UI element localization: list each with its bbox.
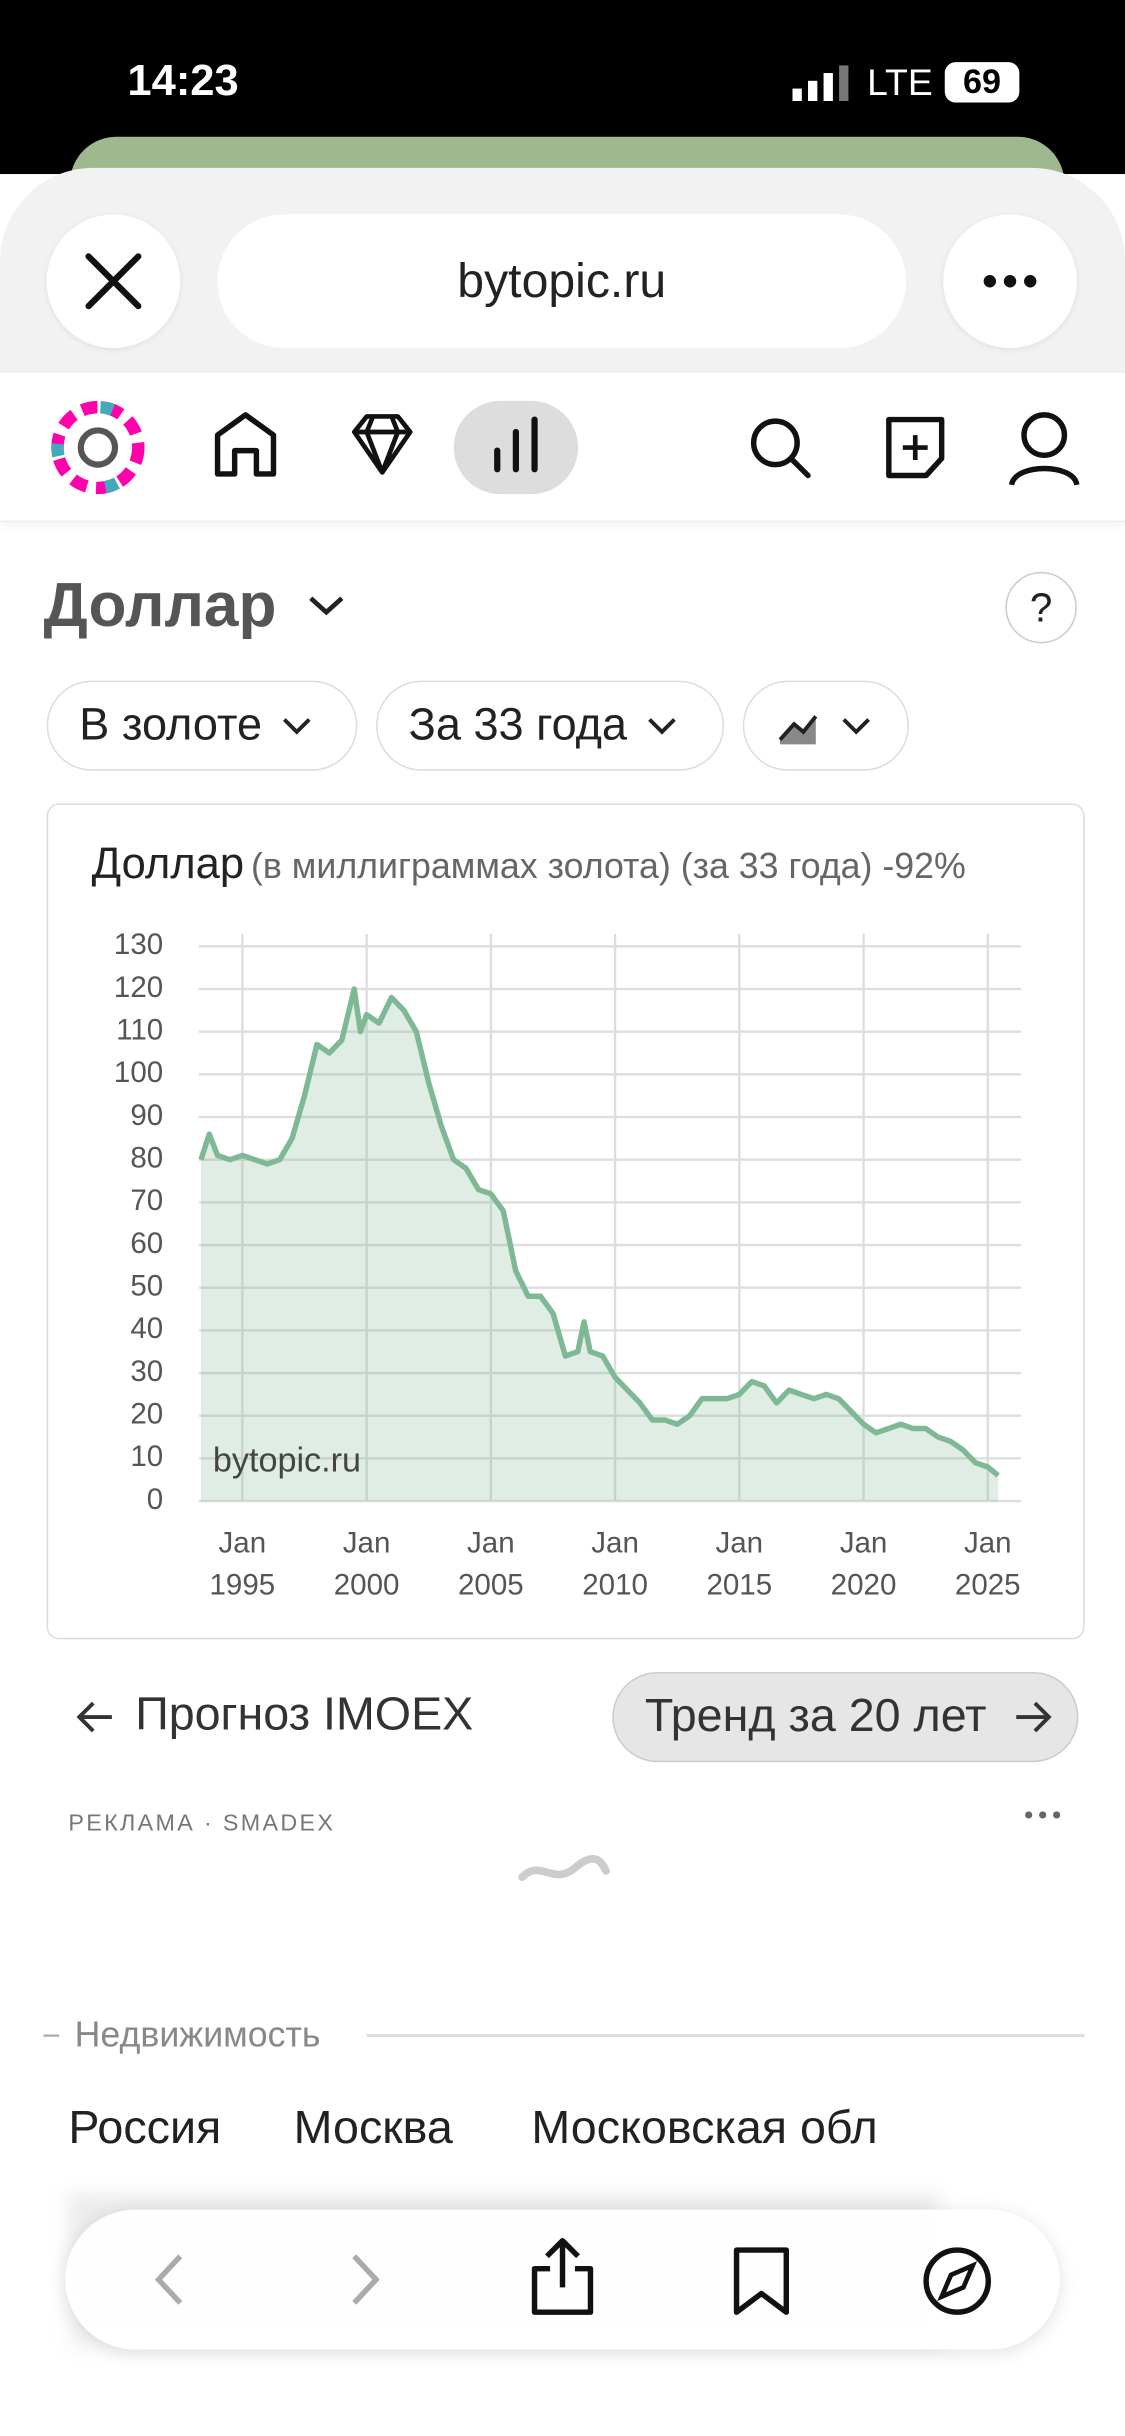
page-heading[interactable]: Доллар (43, 571, 277, 641)
close-button[interactable] (46, 214, 181, 349)
profile-icon[interactable] (1021, 412, 1068, 459)
url-bar[interactable]: bytopic.ru (217, 214, 906, 349)
battery: 69 (944, 62, 1020, 103)
nav-icons (51, 400, 1080, 495)
chart: 0 10 20 30 40 50 60 70 80 90 100 110 120 130 bytopic.r… (114, 928, 1021, 1516)
ad-label: РЕКЛАМА · SMADEX (68, 1810, 336, 1837)
bookmarks-button[interactable] (733, 2247, 789, 2315)
filter-label: В золоте (79, 700, 263, 750)
prev-arrow (76, 1701, 112, 1733)
y-tick-label: 100 (114, 1056, 163, 1089)
y-tick-label: 0 (147, 1483, 163, 1516)
search-icon[interactable] (750, 418, 800, 468)
section-rules (43, 2034, 1085, 2038)
signal-icon (792, 65, 849, 102)
share-button[interactable] (531, 2238, 594, 2315)
browser-header: bytopic.ru (0, 167, 1125, 373)
y-tick-label: 90 (130, 1099, 163, 1132)
x-tick-label: Jan 2010 (582, 1527, 648, 1603)
chart-title: Доллар (91, 839, 245, 888)
x-tick-label: Jan 2020 (830, 1527, 897, 1603)
site-nav (0, 372, 1125, 523)
section-link[interactable]: Москва (293, 2102, 453, 2154)
safari-button[interactable] (923, 2247, 991, 2315)
back-button[interactable] (154, 2254, 183, 2305)
ad-loader (518, 1855, 610, 1881)
y-tick-label: 40 (130, 1312, 163, 1345)
logo[interactable] (51, 400, 145, 495)
y-tick-label: 20 (130, 1398, 163, 1431)
chart-style-pill[interactable] (742, 680, 910, 771)
section-title: Недвижимость (74, 2013, 321, 2055)
section-link[interactable]: Московская обл (531, 2102, 878, 2154)
x-tick-label: Jan 1995 (209, 1527, 276, 1603)
section-link[interactable]: Россия (68, 2102, 222, 2154)
x-tick-label: Jan 2000 (333, 1527, 400, 1603)
y-tick-label: 80 (130, 1141, 163, 1174)
y-tick-label: 110 (116, 1013, 163, 1046)
watermark: bytopic.ru (213, 1441, 361, 1479)
prev-link[interactable]: Прогноз IMOEX (135, 1689, 474, 1741)
add-icon[interactable] (886, 416, 945, 479)
chart-card: Доллар (в миллиграммах золота) (за 33 го… (46, 803, 1085, 1640)
next-button[interactable]: Тренд за 20 лет (612, 1671, 1079, 1763)
time: 14:23 (127, 55, 239, 105)
help-button[interactable]: ? (1005, 571, 1077, 644)
y-tick-label: 120 (114, 971, 163, 1004)
y-tick-label: 130 (114, 928, 163, 961)
forward-button[interactable] (352, 2254, 380, 2305)
y-tick-label: 70 (130, 1184, 163, 1217)
area-line (198, 986, 1000, 1478)
x-tick-label: Jan 2015 (706, 1527, 773, 1603)
ad-menu[interactable] (1019, 1803, 1066, 1828)
filter-pill[interactable]: За 33 года (376, 680, 725, 771)
x-tick-label: Jan 2025 (954, 1527, 1021, 1603)
bottom-toolbar (65, 2209, 1060, 2350)
diamond-icon[interactable] (351, 414, 413, 475)
x-tick-label: Jan 2005 (457, 1527, 524, 1603)
filter-label: За 33 года (408, 700, 627, 750)
next-link: Тренд за 20 лет (644, 1690, 987, 1742)
filter-pill[interactable]: В золоте (46, 680, 358, 771)
y-tick-label: 50 (130, 1270, 163, 1303)
chart-heading: Доллар (в миллиграммах золота) (за 33 го… (92, 839, 966, 889)
heading-chevron[interactable] (305, 590, 349, 621)
home-icon[interactable] (214, 412, 277, 477)
y-tick-label: 60 (130, 1227, 163, 1260)
y-tick-label: 30 (130, 1355, 163, 1388)
area-fill (200, 988, 999, 1502)
chart-subtitle: (в миллиграммах золота) (за 33 года) -92… (250, 845, 966, 886)
y-tick-label: 10 (130, 1440, 163, 1473)
network: LTE (867, 62, 933, 105)
more-button[interactable] (943, 214, 1077, 349)
